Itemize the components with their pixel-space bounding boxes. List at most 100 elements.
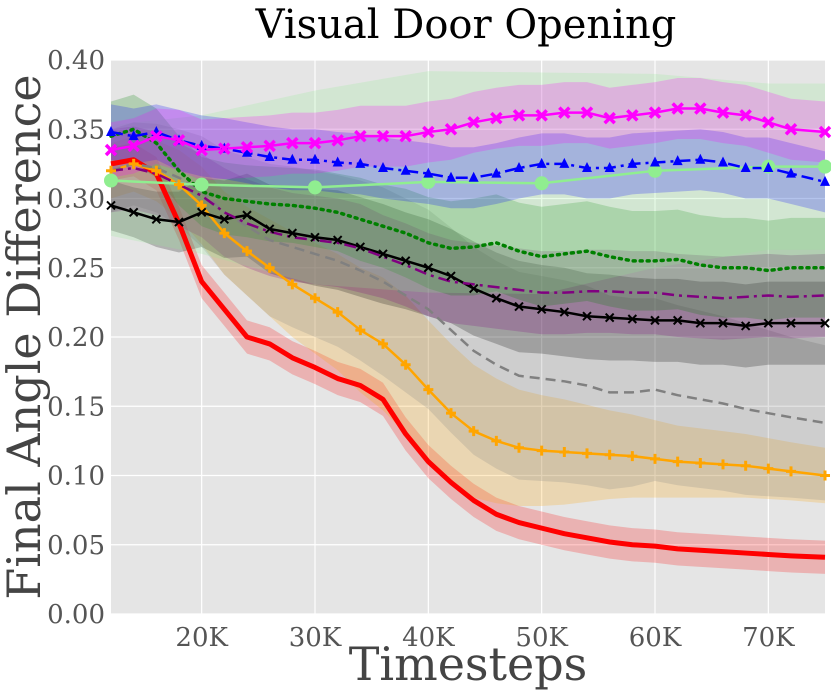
point-magenta	[558, 106, 571, 119]
point-orange	[672, 456, 683, 467]
point-blue	[672, 155, 683, 166]
point-magenta	[762, 116, 775, 129]
point-black	[242, 210, 252, 220]
point-blue	[740, 162, 751, 173]
line-purple	[110, 166, 826, 300]
point-blue	[763, 162, 774, 173]
point-orange	[242, 246, 252, 257]
point-magenta	[127, 139, 140, 153]
point-lightgreen	[104, 173, 118, 188]
point-black	[582, 311, 592, 321]
point-black	[604, 312, 615, 323]
point-blue	[491, 167, 502, 178]
y-tick-label: 0.25	[47, 254, 105, 284]
band-blue	[111, 104, 825, 213]
point-orange	[151, 165, 162, 176]
line-green	[109, 127, 827, 273]
point-blue	[536, 157, 547, 168]
point-black	[332, 235, 343, 245]
point-orange	[287, 279, 298, 290]
line-black	[110, 204, 825, 328]
point-orange	[650, 453, 660, 464]
point-lightgreen	[818, 159, 831, 174]
point-magenta	[603, 111, 616, 125]
series-lines	[109, 107, 827, 560]
point-blue	[695, 153, 706, 164]
point-magenta	[263, 139, 276, 153]
point-blue	[514, 162, 524, 173]
point-black	[196, 207, 207, 218]
point-magenta	[422, 125, 435, 139]
point-magenta	[376, 129, 390, 143]
y-axis-label: Final Angle Difference	[0, 74, 51, 599]
point-magenta	[444, 123, 458, 136]
point-black	[672, 315, 683, 326]
band-magenta	[111, 78, 825, 181]
point-blue	[400, 164, 411, 175]
point-orange	[695, 458, 706, 469]
x-tick-label: 30K	[289, 623, 342, 653]
point-orange	[740, 460, 751, 471]
y-tick-label: 0.30	[47, 185, 105, 215]
point-black	[650, 315, 660, 326]
point-black	[536, 304, 547, 315]
point-orange	[219, 228, 230, 239]
y-tick-label: 0.05	[47, 531, 105, 561]
point-black	[106, 200, 116, 211]
point-orange	[355, 325, 366, 336]
x-ticks: 20K 30K 40K 50K 60K 70K	[175, 623, 795, 653]
y-tick-label: 0.20	[47, 323, 105, 353]
line-red	[110, 157, 826, 560]
point-orange	[491, 435, 502, 446]
point-orange	[128, 158, 139, 169]
point-orange	[423, 384, 434, 395]
point-blue	[287, 153, 298, 164]
y-tick-label: 0.10	[47, 462, 105, 492]
band-purple	[111, 126, 825, 340]
point-black	[151, 214, 162, 224]
point-blue	[820, 175, 830, 186]
point-magenta	[580, 106, 594, 119]
band-green	[111, 94, 825, 321]
point-magenta	[512, 109, 526, 122]
point-blue	[264, 150, 275, 161]
point-magenta	[286, 136, 299, 150]
y-tick-label: 0.35	[47, 115, 105, 145]
point-black	[695, 318, 706, 328]
grid	[111, 59, 825, 615]
point-black	[174, 217, 184, 227]
point-blue	[627, 157, 638, 168]
point-black	[468, 283, 479, 294]
point-magenta	[626, 109, 639, 122]
point-orange	[718, 459, 728, 470]
line-lightgreen	[110, 165, 825, 189]
point-black	[128, 207, 139, 218]
x-axis-label: Timesteps	[349, 637, 588, 691]
point-black	[763, 318, 774, 328]
point-black	[786, 318, 796, 328]
point-orange	[332, 307, 343, 318]
point-blue	[446, 171, 456, 182]
point-black	[559, 307, 570, 317]
x-tick-label: 20K	[175, 623, 228, 653]
point-magenta	[648, 106, 662, 119]
point-magenta	[195, 143, 208, 157]
point-orange	[604, 449, 615, 460]
point-blue	[582, 162, 592, 173]
point-blue	[332, 156, 343, 167]
point-magenta	[818, 125, 831, 139]
y-tick-label: 0.15	[47, 392, 105, 422]
point-magenta	[240, 141, 254, 154]
point-blue	[310, 153, 320, 164]
line-magenta	[110, 107, 826, 152]
y-ticks: 0.00 0.05 0.10 0.15 0.20 0.25 0.30 0.35 0.40	[47, 46, 105, 630]
point-blue	[355, 157, 366, 168]
point-blue	[650, 156, 660, 167]
point-lightgreen	[194, 177, 209, 192]
line-blue	[110, 130, 826, 184]
point-blue	[378, 162, 388, 173]
point-black	[740, 321, 751, 331]
point-magenta	[104, 143, 118, 157]
point-blue	[242, 146, 252, 157]
